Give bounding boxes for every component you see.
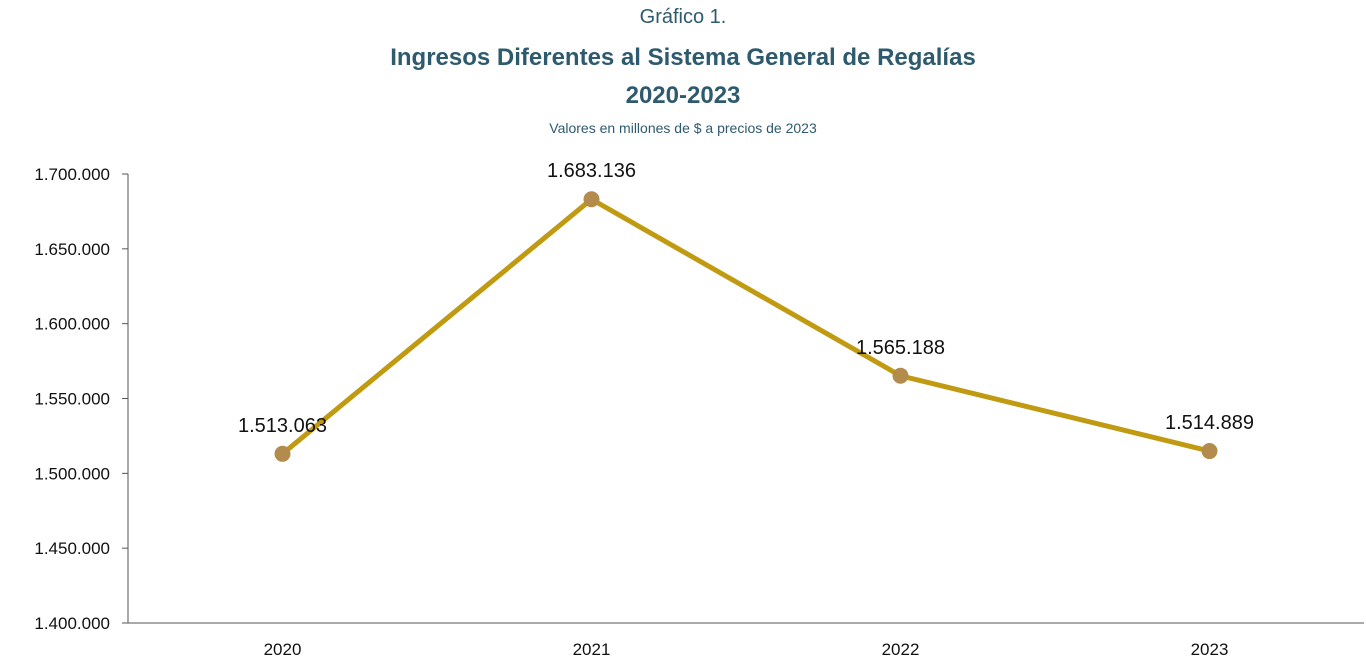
data-labels: 1.513.063 1.683.136 1.565.188 1.514.889 [238, 160, 1254, 437]
data-label: 1.683.136 [547, 160, 636, 182]
chart-title: Ingresos Diferentes al Sistema General d… [390, 44, 976, 71]
x-tick-label: 2022 [882, 640, 920, 659]
chart-period: 2020-2023 [625, 82, 741, 109]
data-point [892, 367, 909, 384]
data-point [583, 191, 600, 208]
series-markers [274, 191, 1218, 462]
data-label: 1.514.889 [1165, 412, 1254, 434]
y-tick-label: 1.550.000 [34, 390, 110, 409]
y-axis-ticks: 1.400.000 1.450.000 1.500.000 1.550.000 1.60… [34, 165, 128, 633]
y-tick-label: 1.650.000 [34, 240, 110, 259]
x-tick-label: 2021 [573, 640, 611, 659]
y-tick-label: 1.450.000 [34, 539, 110, 558]
series-line [280, 196, 1212, 457]
x-axis-ticks: 2020 2021 2022 2023 [264, 640, 1229, 659]
chart-number-label: Gráfico 1. [639, 6, 727, 28]
chart-axes [127, 174, 1364, 624]
data-label: 1.513.063 [238, 415, 327, 437]
y-tick-label: 1.400.000 [34, 614, 110, 633]
series-line-group [280, 196, 1212, 457]
x-tick-label: 2023 [1191, 640, 1229, 659]
y-tick-label: 1.700.000 [34, 165, 110, 184]
x-tick-label: 2020 [264, 640, 302, 659]
chart-subtitle: Valores en millones de $ a precios de 20… [549, 120, 817, 136]
data-point [274, 445, 291, 462]
y-tick-label: 1.500.000 [34, 464, 110, 483]
data-point [1201, 443, 1218, 460]
y-tick-label: 1.600.000 [34, 315, 110, 334]
data-label: 1.565.188 [856, 337, 945, 359]
